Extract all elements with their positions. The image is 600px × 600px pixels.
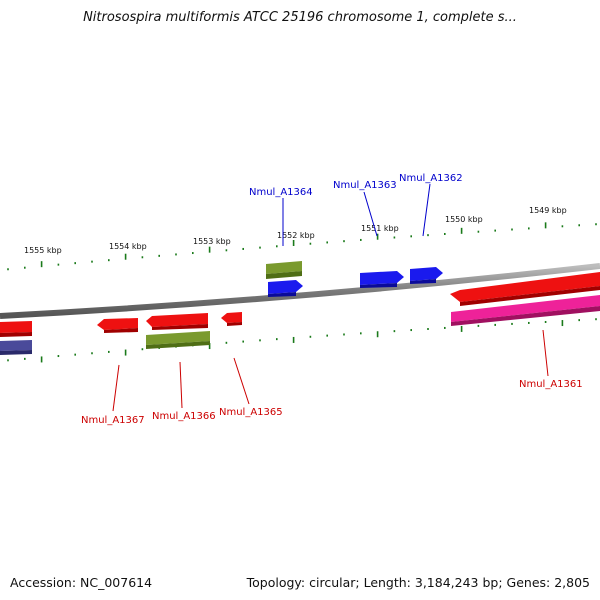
chromosome-backbone bbox=[0, 263, 600, 319]
scale-label-1555kbp: 1555 kbp bbox=[24, 246, 62, 255]
gene-Nmul_A1367[interactable] bbox=[97, 318, 138, 333]
accession-text: Accession: NC_007614 bbox=[10, 575, 153, 590]
gene-label-Nmul_A1364[interactable]: Nmul_A1364 bbox=[249, 187, 313, 198]
gene-label-Nmul_A1366[interactable]: Nmul_A1366 bbox=[152, 411, 216, 422]
scale-label-1551kbp: 1551 kbp bbox=[361, 224, 399, 233]
gene-Nmul_A1365[interactable] bbox=[221, 312, 242, 326]
gene-Nmul_A1366-rna[interactable] bbox=[146, 331, 210, 349]
scale-label-1553kbp: 1553 kbp bbox=[193, 237, 231, 246]
label-leaders bbox=[112, 183, 549, 412]
map-title: Nitrosospira multiformis ATCC 25196 chro… bbox=[83, 10, 517, 25]
gene-Nmul_A1362[interactable] bbox=[410, 267, 443, 284]
gene-Nmul_A1366[interactable] bbox=[146, 313, 208, 330]
scale-label-1550kbp: 1550 kbp bbox=[445, 215, 483, 224]
scale-label-1552kbp: 1552 kbp bbox=[277, 231, 315, 240]
scale-label-1549kbp: 1549 kbp bbox=[529, 206, 567, 215]
gene-Nmul_A1364[interactable] bbox=[268, 280, 303, 297]
gene-Nmul_A1364-rna[interactable] bbox=[266, 261, 302, 279]
gene-left-red-partial[interactable] bbox=[0, 321, 32, 337]
gene-label-Nmul_A1363[interactable]: Nmul_A1363 bbox=[333, 180, 397, 191]
gene-label-Nmul_A1367[interactable]: Nmul_A1367 bbox=[81, 415, 145, 426]
gene-Nmul_A1361[interactable] bbox=[450, 272, 600, 306]
gene-label-Nmul_A1365[interactable]: Nmul_A1365 bbox=[219, 407, 283, 418]
genome-summary-text: Topology: circular; Length: 3,184,243 bp… bbox=[246, 575, 590, 590]
scale-ticks-bottom bbox=[7, 318, 597, 363]
gene-label-Nmul_A1362[interactable]: Nmul_A1362 bbox=[399, 173, 463, 184]
scale-label-1554kbp: 1554 kbp bbox=[109, 242, 147, 251]
gene-label-Nmul_A1361[interactable]: Nmul_A1361 bbox=[519, 379, 583, 390]
gene-left-purple-partial[interactable] bbox=[0, 340, 32, 355]
gene-Nmul_A1361-pink[interactable] bbox=[451, 295, 600, 326]
gene-Nmul_A1363[interactable] bbox=[360, 271, 404, 288]
scale-ticks-top bbox=[7, 222, 597, 271]
